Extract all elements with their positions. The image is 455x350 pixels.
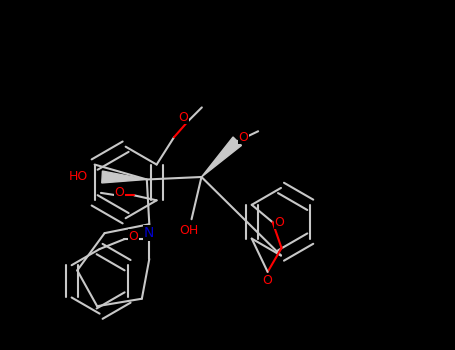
Text: O: O	[128, 230, 138, 243]
Text: N: N	[144, 226, 155, 240]
Polygon shape	[202, 137, 242, 177]
Text: O: O	[275, 216, 284, 229]
Text: O: O	[238, 131, 248, 144]
Polygon shape	[102, 171, 147, 183]
Text: O: O	[263, 274, 273, 287]
Text: O: O	[178, 111, 188, 124]
Text: OH: OH	[179, 224, 199, 237]
Text: O: O	[114, 187, 124, 199]
Text: HO: HO	[69, 170, 88, 183]
